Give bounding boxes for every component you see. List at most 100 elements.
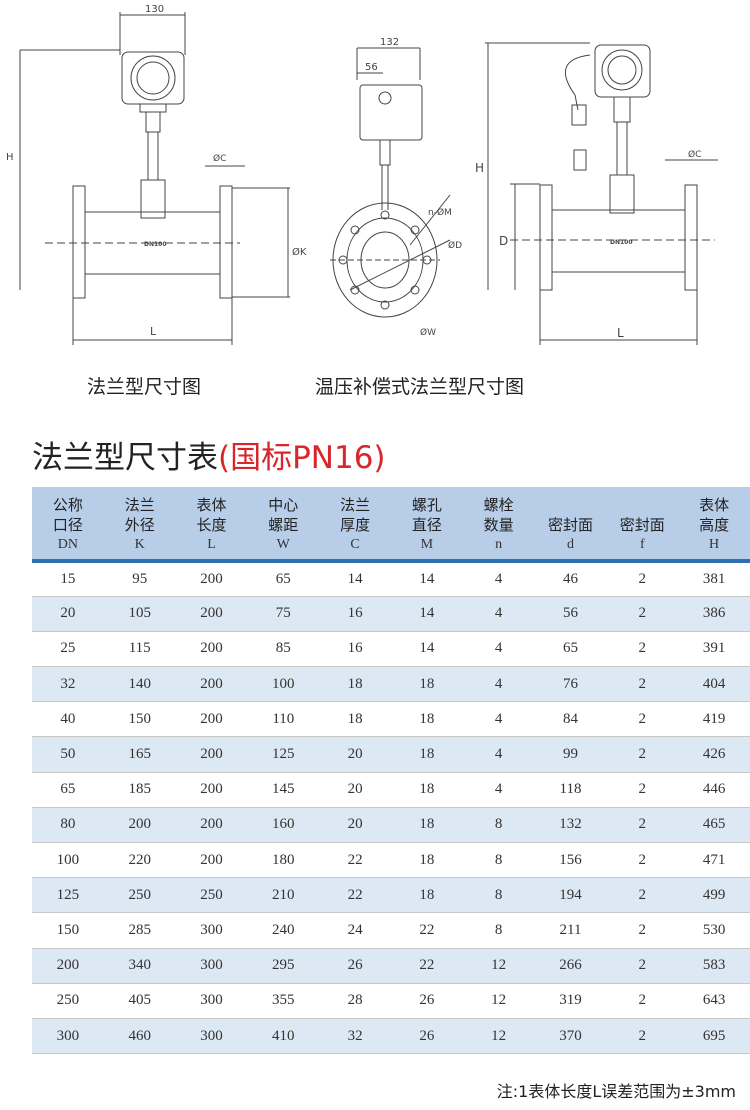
table-cell: 12	[462, 1018, 535, 1055]
table-cell: 18	[390, 842, 463, 879]
table-cell: 32	[32, 666, 104, 703]
table-row: 25 115 200 85 16 14 4 65 2 391	[32, 631, 750, 668]
table-row: 20 105 200 75 16 14 4 56 2 386	[32, 596, 750, 632]
caption-flange-type: 法兰型尺寸图	[87, 376, 202, 398]
compensated-flange-type-drawing: H DN100 D ØC L	[475, 42, 718, 345]
d-label: ØD	[448, 240, 462, 251]
table-cell: 340	[103, 948, 176, 984]
flange-side-view-drawing: 132 56 n-ØM ØD ØW	[330, 37, 462, 338]
table-title-standard: (国标PN16)	[218, 440, 386, 476]
column-header: 法兰 外径 K	[103, 487, 176, 563]
header-label: 螺距	[268, 516, 299, 534]
table-cell: 12	[462, 983, 535, 1019]
table-cell: 160	[247, 807, 320, 844]
table-cell: 211	[534, 912, 607, 949]
table-cell: 40	[32, 701, 104, 738]
table-cell: 391	[678, 631, 750, 668]
flange-type-drawing: 130 H DN100 ØC ØK L	[6, 4, 307, 345]
column-header: 密封面 d	[534, 487, 607, 563]
table-cell: 75	[247, 596, 320, 632]
table-cell: 2	[606, 596, 679, 632]
table-cell: 18	[390, 877, 463, 914]
header-label: 螺栓	[483, 496, 514, 514]
table-cell: 18	[390, 666, 463, 703]
table-cell: 465	[678, 807, 750, 844]
table-cell: 2	[606, 912, 679, 949]
table-cell: 404	[678, 666, 750, 703]
table-cell: 50	[32, 736, 104, 773]
h-label-right: H	[475, 161, 484, 175]
table-row: 50 165 200 125 20 18 4 99 2 426	[32, 736, 750, 773]
table-cell: 100	[247, 666, 320, 703]
table-cell: 4	[462, 631, 535, 668]
header-label: 数量	[483, 516, 514, 534]
table-cell: 76	[534, 666, 607, 703]
header-label: 公称	[52, 496, 83, 514]
table-cell: 18	[319, 666, 391, 703]
table-cell: 65	[247, 561, 320, 597]
w-label: ØW	[420, 327, 436, 338]
dimension-table: 公称 口径 DN 法兰 外径 K 表体 长度 L 中心 螺距 W 法兰 厚度 C 螺孔 直径 M 螺栓 数量 n 密封面 d…	[32, 487, 750, 1055]
dn100-label: DN100	[144, 241, 167, 248]
table-cell: 14	[319, 561, 391, 597]
table-cell: 18	[390, 701, 463, 738]
table-row: 125 250 250 210 22 18 8 194 2 499	[32, 877, 750, 914]
table-cell: 14	[390, 596, 463, 632]
table-cell: 643	[678, 983, 750, 1019]
table-cell: 530	[678, 912, 750, 949]
table-cell: 32	[319, 1018, 391, 1055]
table-cell: 185	[103, 772, 176, 808]
header-symbol: K	[134, 537, 145, 552]
table-cell: 471	[678, 842, 750, 879]
table-cell: 446	[678, 772, 750, 808]
header-symbol: DN	[57, 537, 79, 552]
table-cell: 18	[319, 701, 391, 738]
table-cell: 65	[534, 631, 607, 668]
table-cell: 14	[390, 561, 463, 597]
table-cell: 200	[175, 596, 248, 632]
offset-56-label: 56	[365, 62, 378, 73]
table-cell: 4	[462, 736, 535, 773]
table-cell: 18	[390, 772, 463, 808]
l-label: L	[150, 325, 157, 338]
table-cell: 200	[175, 631, 248, 668]
header-symbol: M	[420, 537, 434, 552]
table-title: 法兰型尺寸表(国标PN16)	[32, 432, 386, 477]
table-row: 150 285 300 240 24 22 8 211 2 530	[32, 912, 750, 949]
header-label	[606, 495, 678, 515]
table-cell: 84	[534, 701, 607, 738]
table-cell: 20	[319, 772, 391, 808]
table-cell: 4	[462, 666, 535, 703]
table-cell: 20	[319, 807, 391, 844]
dimension-drawings: 130 H DN100 ØC ØK L 132 56 n-ØM ØD ØW H	[6, 4, 718, 345]
table-cell: 16	[319, 596, 391, 632]
table-cell: 285	[103, 912, 176, 949]
table-cell: 22	[319, 842, 391, 879]
table-cell: 22	[390, 912, 463, 949]
h-label: H	[6, 152, 14, 163]
table-cell: 2	[606, 631, 679, 668]
table-cell: 85	[247, 631, 320, 668]
table-cell: 4	[462, 561, 535, 597]
header-label: 法兰	[340, 496, 371, 514]
table-cell: 25	[32, 631, 104, 668]
table-cell: 200	[175, 842, 248, 879]
table-cell: 14	[390, 631, 463, 668]
header-label: 密封面	[547, 516, 593, 534]
header-label: 外径	[124, 516, 155, 534]
caption-compensated-flange-type: 温压补偿式法兰型尺寸图	[315, 376, 525, 398]
table-cell: 240	[247, 912, 320, 949]
header-label: 密封面	[619, 516, 665, 534]
table-cell: 22	[319, 877, 391, 914]
table-cell: 2	[606, 701, 679, 738]
table-cell: 426	[678, 736, 750, 773]
table-cell: 132	[534, 807, 607, 844]
table-cell: 115	[103, 631, 176, 668]
table-title-main: 法兰型尺寸表	[32, 440, 218, 476]
header-label: 高度	[699, 516, 730, 534]
table-cell: 150	[32, 912, 104, 949]
table-cell: 56	[534, 596, 607, 632]
table-row: 65 185 200 145 20 18 4 118 2 446	[32, 772, 750, 808]
table-cell: 2	[606, 666, 679, 703]
table-cell: 200	[175, 772, 248, 808]
